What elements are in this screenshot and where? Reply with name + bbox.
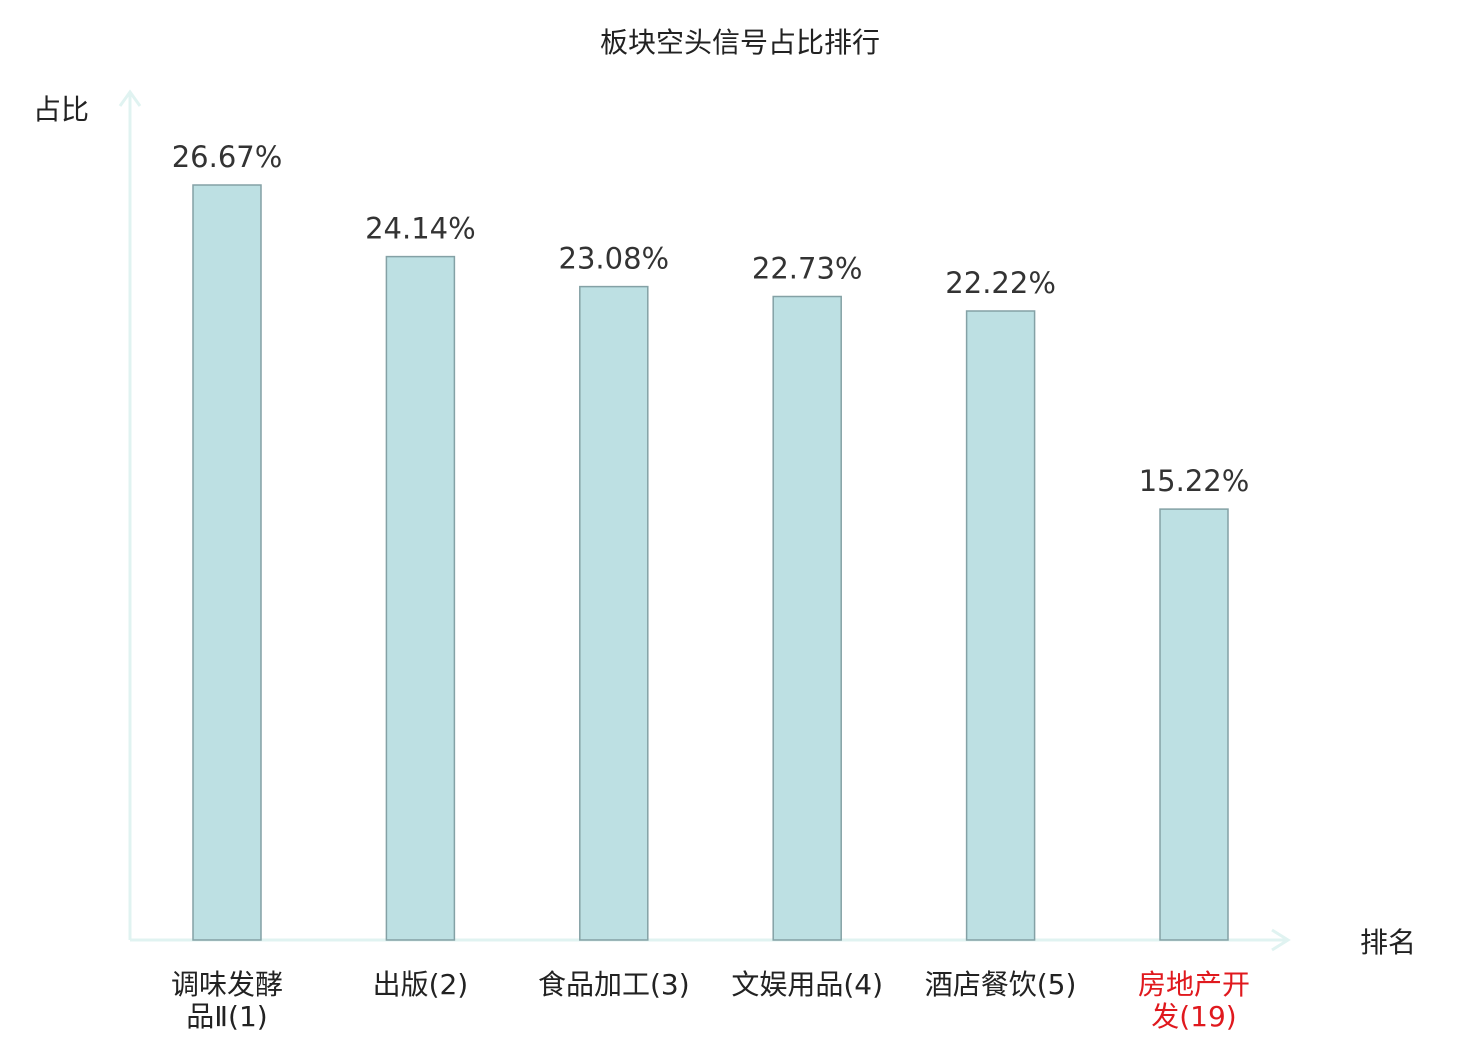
category-label-1: 调味发酵品Ⅱ(1): [171, 968, 283, 1033]
x-axis: [130, 928, 1291, 952]
category-label-line: 酒店餐饮(5): [925, 968, 1077, 1001]
chart-title: 板块空头信号占比排行: [600, 26, 880, 59]
category-label-line: 调味发酵: [171, 968, 283, 1001]
category-labels-group: 调味发酵品Ⅱ(1) 出版(2) 食品加工(3) 文娱用品(4) 酒店餐饮(5) 房地产开发…: [171, 968, 1250, 1033]
y-axis-title: 占比: [33, 93, 89, 126]
value-label-2: 24.14%: [365, 212, 476, 246]
category-label-line: 品Ⅱ(1): [186, 1000, 267, 1033]
category-label-line: 出版(2): [373, 968, 469, 1001]
bar-2: [385, 255, 456, 941]
category-label-5: 酒店餐饮(5): [925, 968, 1077, 1001]
category-label-line: 发(19): [1151, 1000, 1236, 1033]
bar-1: [192, 184, 262, 941]
bars-group: [192, 184, 1229, 941]
category-label-6: 房地产开发(19): [1138, 968, 1250, 1033]
bar-3: [579, 285, 649, 941]
value-label-5: 22.22%: [945, 266, 1056, 300]
value-label-1: 26.67%: [172, 140, 283, 174]
category-label-line: 文娱用品(4): [731, 968, 883, 1001]
category-label-3: 食品加工(3): [538, 968, 690, 1001]
value-labels-group: 26.67% 24.14% 23.08% 22.73% 22.22% 15.22%: [172, 140, 1250, 498]
value-label-6: 15.22%: [1139, 464, 1250, 498]
category-label-line: 食品加工(3): [538, 968, 690, 1001]
x-axis-title: 排名: [1360, 926, 1416, 959]
x-axis-arrow: [1271, 928, 1291, 952]
y-axis: [118, 89, 142, 940]
bar-5: [965, 310, 1036, 941]
bar-4: [772, 295, 842, 941]
y-axis-arrow: [118, 89, 142, 107]
value-label-4: 22.73%: [752, 252, 863, 286]
category-label-4: 文娱用品(4): [731, 968, 883, 1001]
category-label-2: 出版(2): [373, 968, 469, 1001]
category-label-line: 房地产开: [1138, 968, 1250, 1001]
bar-6: [1159, 508, 1229, 941]
value-label-3: 23.08%: [559, 242, 670, 276]
